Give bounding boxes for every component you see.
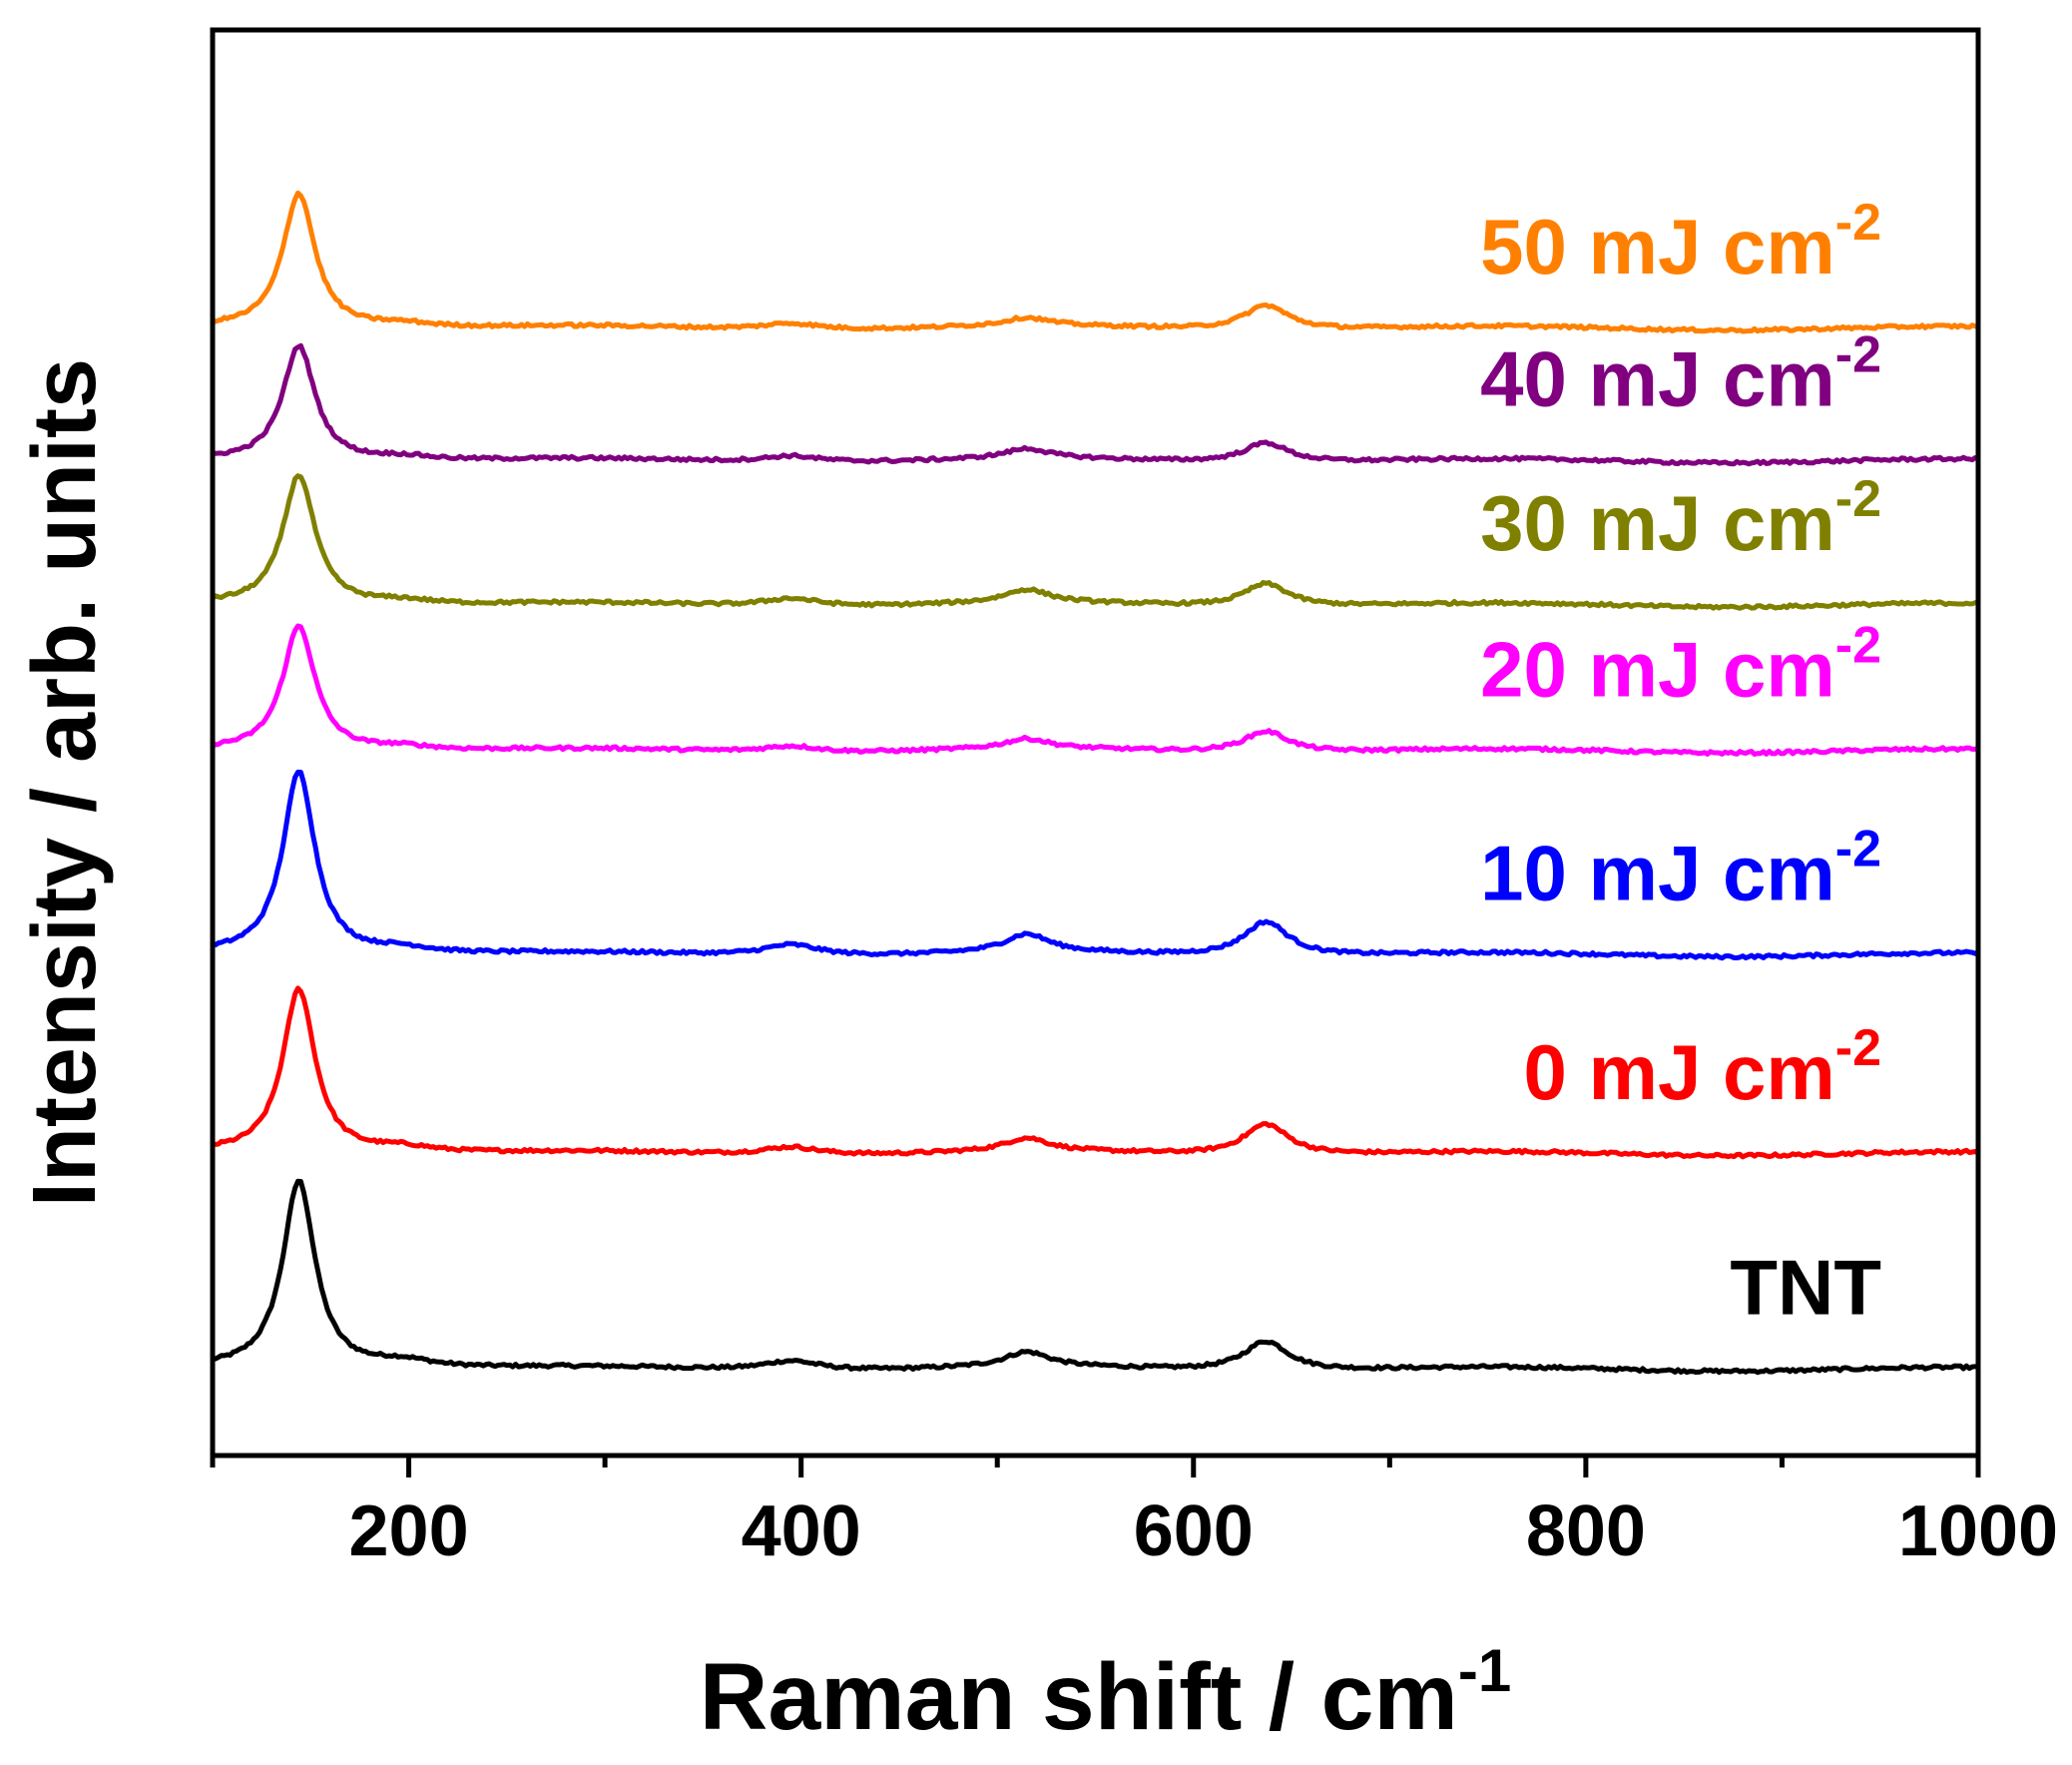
series-label-superscript: -2 <box>1835 616 1881 674</box>
series-label-4: 30 mJ cm-2 <box>1480 470 1881 567</box>
series-label-0: TNT <box>1730 1244 1881 1332</box>
series-label-5: 40 mJ cm-2 <box>1480 326 1881 423</box>
series-label-1: 0 mJ cm-2 <box>1524 1019 1881 1116</box>
x-tick-label: 200 <box>348 1491 468 1571</box>
series-line-2 <box>211 769 1980 961</box>
series-label-text: 50 mJ cm <box>1480 203 1835 291</box>
x-axis-title: Raman shift / cm-1 <box>700 1637 1512 1750</box>
series-line-3 <box>211 623 1979 757</box>
x-axis-title-text: Raman shift / cm <box>700 1644 1458 1750</box>
series-label-text: 30 mJ cm <box>1480 479 1835 567</box>
series-line-1 <box>212 985 1980 1160</box>
series-label-2: 10 mJ cm-2 <box>1480 821 1881 917</box>
series-label-text: 10 mJ cm <box>1480 830 1835 917</box>
series-traces <box>211 190 1980 1376</box>
x-axis-ticks: 200 400 600 800 1000 <box>210 1456 2058 1571</box>
x-tick-label: 1000 <box>1898 1491 2058 1571</box>
series-label-text: 40 mJ cm <box>1480 335 1835 423</box>
series-label-text: 0 mJ cm <box>1524 1028 1835 1116</box>
y-axis-title: Intensity / arb. units <box>15 358 115 1207</box>
series-line-5 <box>212 342 1979 467</box>
series-label-superscript: -2 <box>1835 194 1881 252</box>
x-tick-label: 800 <box>1526 1491 1646 1571</box>
series-label-text: 20 mJ cm <box>1480 625 1835 713</box>
x-tick-label: 600 <box>1134 1491 1254 1571</box>
series-line-6 <box>212 190 1979 334</box>
x-axis-title-superscript: -1 <box>1458 1637 1511 1704</box>
series-label-text: TNT <box>1730 1244 1881 1332</box>
series-line-0 <box>212 1178 1979 1376</box>
series-label-superscript: -2 <box>1835 821 1881 879</box>
series-label-superscript: -2 <box>1835 326 1881 384</box>
series-line-4 <box>211 473 1979 611</box>
x-tick-label: 400 <box>742 1491 861 1571</box>
series-label-superscript: -2 <box>1835 1019 1881 1077</box>
series-label-superscript: -2 <box>1835 470 1881 528</box>
series-label-6: 50 mJ cm-2 <box>1480 194 1881 291</box>
series-label-3: 20 mJ cm-2 <box>1480 616 1881 713</box>
plot-frame <box>210 27 1981 1459</box>
